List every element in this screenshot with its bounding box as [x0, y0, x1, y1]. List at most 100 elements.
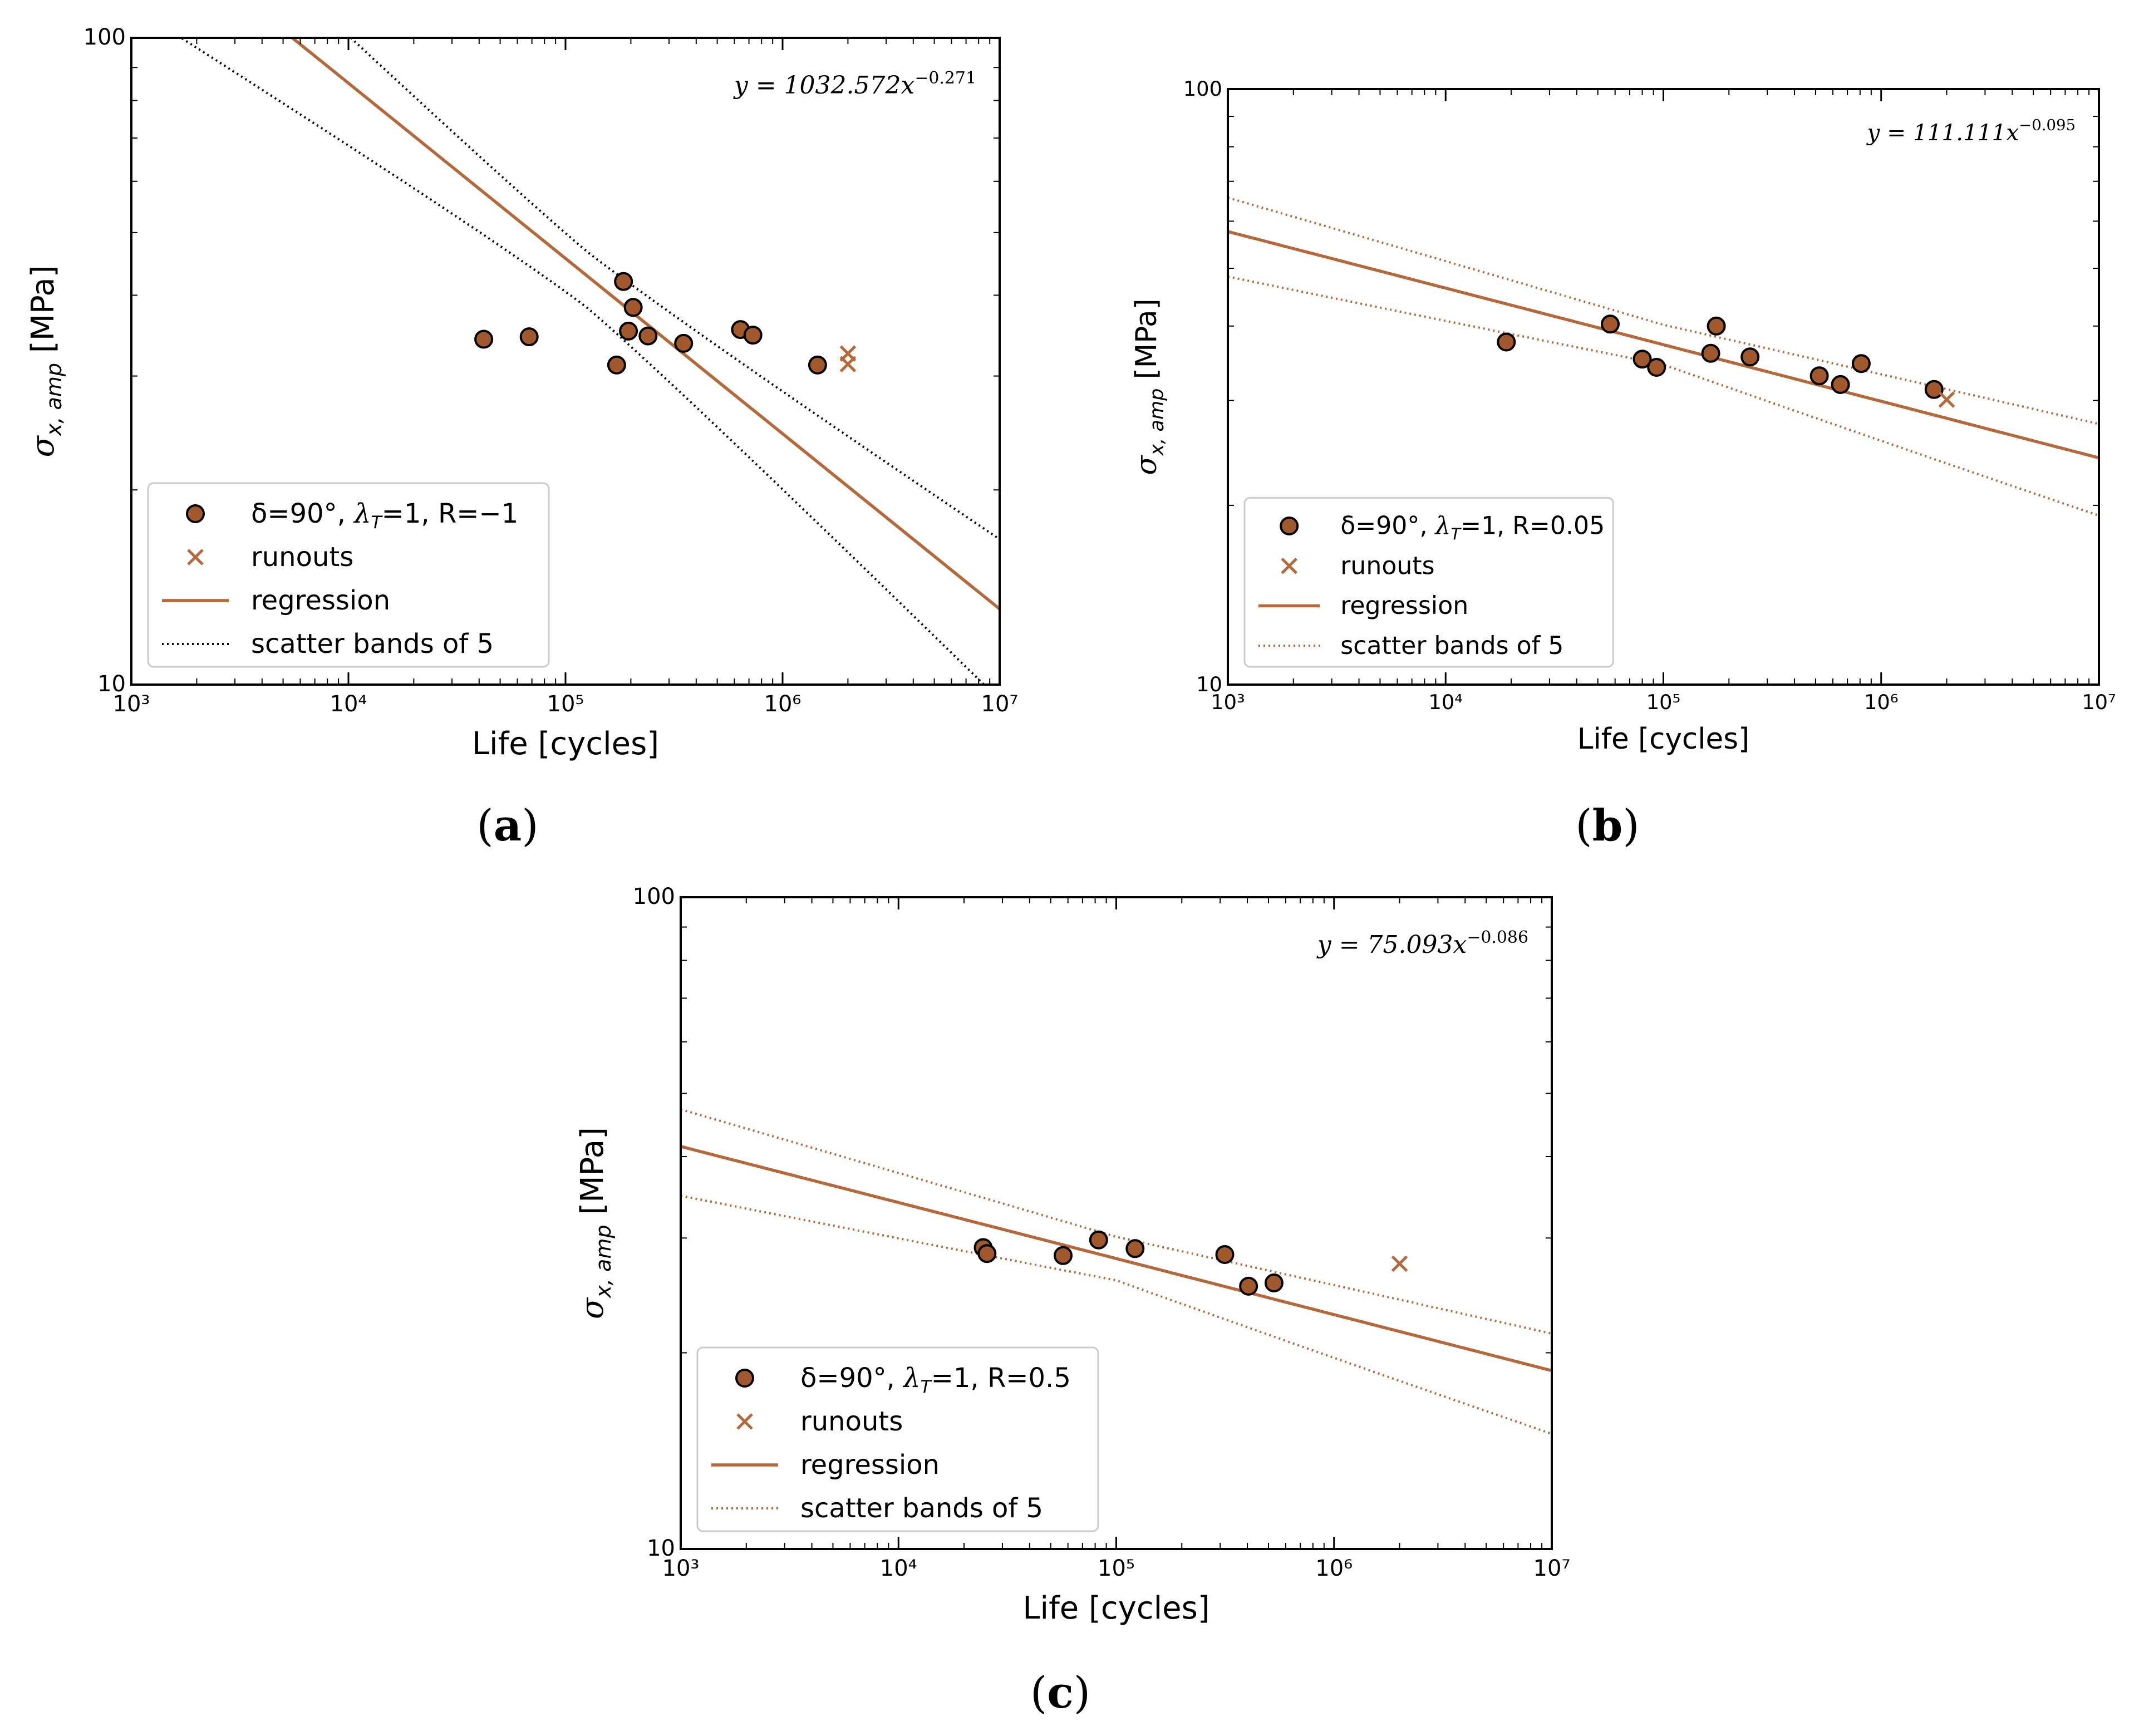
regression-equation: y = 111.111x−0.095: [1866, 116, 2076, 146]
chart-panel-c: 10³ 10⁴ 10⁵ 10⁶ 10⁷ 10 100 Life [cycles] σx, amp…: [574, 884, 1570, 1626]
data-point-failure: [743, 326, 763, 345]
data-point-failure: [808, 355, 827, 375]
x-tick-label: 10³: [113, 691, 150, 717]
data-point-failure: [1632, 350, 1652, 369]
data-point-failure: [1264, 1273, 1284, 1292]
y-axis-label: σx, amp [MPa]: [1130, 298, 1168, 475]
scatter-band-upper: [681, 1108, 1552, 1335]
legend-label: scatter bands of 5: [251, 628, 494, 660]
legend-runout-icon: [736, 1413, 753, 1430]
legend-runout-icon: [187, 549, 204, 565]
legend-label: runouts: [800, 1406, 903, 1437]
legend-label: δ=90°, λT=1, R=0.05: [1340, 512, 1605, 544]
data-point-failure: [638, 326, 658, 346]
legend: δ=90°, λT=1, R=−1 runouts regression scatte…: [147, 482, 550, 668]
chart-panel-a: 10³ 10⁴ 10⁵ 10⁶ 10⁷ 10 100 Life [cycles] σx, amp…: [25, 24, 1019, 762]
legend-label: δ=90°, λT=1, R=0.5: [800, 1363, 1071, 1397]
panel-label: (b): [1575, 800, 1639, 851]
y-axis-label: σx, amp [MPa]: [574, 1127, 616, 1319]
data-point-failure: [1215, 1245, 1235, 1264]
regression-line: [681, 1145, 1552, 1373]
data-point-runout: [1938, 391, 1955, 408]
y-tick-label: 100: [1183, 77, 1222, 101]
data-point-failure: [1497, 332, 1516, 352]
y-tick-label: 100: [83, 24, 126, 50]
y-axis-label: σx, amp [MPa]: [25, 265, 66, 458]
data-point-failure: [1707, 316, 1726, 336]
x-tick-label: 10⁶: [1864, 690, 1899, 714]
legend-label: scatter bands of 5: [800, 1493, 1043, 1524]
data-point-failure: [1924, 380, 1944, 399]
x-axis-label: Life [cycles]: [1022, 1590, 1209, 1626]
data-point-failure: [977, 1244, 997, 1263]
y-tick-label: 10: [647, 1536, 675, 1561]
scatter-band-lower: [681, 1194, 1552, 1435]
data-point-failure: [1851, 354, 1871, 373]
legend: δ=90°, λT=1, R=0.05 runouts regression scat…: [1243, 496, 1614, 668]
data-point-failure: [607, 355, 626, 375]
legend-runout-icon: [1281, 557, 1297, 574]
data-point-failure: [1701, 343, 1720, 363]
x-tick-label: 10⁵: [1098, 1556, 1135, 1581]
data-point-failure: [474, 330, 494, 349]
x-tick-label: 10⁷: [2082, 690, 2116, 714]
data-point-failure: [674, 333, 694, 353]
x-tick-label: 10⁴: [330, 691, 367, 717]
data-point-failure: [519, 327, 539, 347]
x-tick-label: 10⁵: [547, 691, 584, 717]
data-point-failure: [1125, 1239, 1145, 1258]
regression-equation: y = 1032.572x−0.271: [733, 68, 976, 100]
legend-label: regression: [251, 585, 390, 616]
legend-label: runouts: [251, 542, 353, 573]
data-point-failure: [1831, 375, 1850, 394]
legend-label: regression: [800, 1449, 940, 1481]
legend-label: scatter bands of 5: [1340, 632, 1563, 660]
scatter-band-upper: [1228, 196, 2099, 425]
legend-label: runouts: [1340, 552, 1434, 580]
x-tick-label: 10⁴: [1428, 690, 1463, 714]
x-axis-label: Life [cycles]: [472, 726, 659, 762]
chart-panel-b: 10³ 10⁴ 10⁵ 10⁶ 10⁷ 10 100 Life [cycles] σx, amp…: [1130, 77, 2116, 756]
legend-marker-icon: [735, 1369, 754, 1388]
legend-label: δ=90°, λT=1, R=−1: [251, 498, 518, 533]
data-point-failure: [614, 272, 633, 291]
x-tick-label: 10⁶: [764, 691, 801, 717]
data-point-runout: [1391, 1255, 1408, 1272]
x-tick-label: 10⁷: [1533, 1556, 1571, 1581]
data-point-failure: [1740, 347, 1760, 367]
x-tick-label: 10³: [1211, 690, 1245, 714]
y-tick-label: 10: [1196, 672, 1222, 696]
data-point-failure: [619, 321, 638, 341]
scatter-band-lower: [179, 38, 986, 685]
regression-line: [289, 38, 1000, 611]
legend-label: regression: [1340, 592, 1468, 620]
data-point-failure: [1089, 1230, 1108, 1250]
legend-marker-icon: [1280, 517, 1299, 535]
legend-marker-icon: [186, 504, 205, 523]
regression-equation: y = 75.093x−0.086: [1316, 928, 1528, 959]
regression-line: [1228, 230, 2099, 460]
scatter-band-upper: [349, 38, 1000, 540]
data-point-failure: [1239, 1276, 1258, 1296]
panel-label: (a): [476, 800, 538, 851]
data-point-runout: [839, 356, 857, 372]
data-point-failure: [1601, 314, 1620, 334]
data-point-failure: [623, 298, 643, 317]
x-tick-label: 10⁷: [981, 691, 1019, 717]
plot-area: [179, 38, 1000, 685]
y-tick-label: 10: [97, 671, 126, 697]
scatter-band-lower: [1228, 275, 2099, 517]
x-tick-label: 10³: [662, 1556, 700, 1581]
x-tick-label: 10⁴: [880, 1556, 917, 1581]
panel-label: (c): [1030, 1668, 1090, 1718]
data-point-failure: [1809, 366, 1829, 386]
x-axis-label: Life [cycles]: [1577, 722, 1749, 756]
y-tick-label: 100: [633, 884, 675, 909]
plot-area: [681, 1108, 1552, 1435]
plot-area: [1228, 196, 2099, 517]
data-point-failure: [1647, 358, 1666, 377]
x-tick-label: 10⁵: [1646, 690, 1681, 714]
legend: δ=90°, λT=1, R=0.5 runouts regression scatt…: [696, 1346, 1099, 1532]
data-point-failure: [1054, 1246, 1073, 1265]
